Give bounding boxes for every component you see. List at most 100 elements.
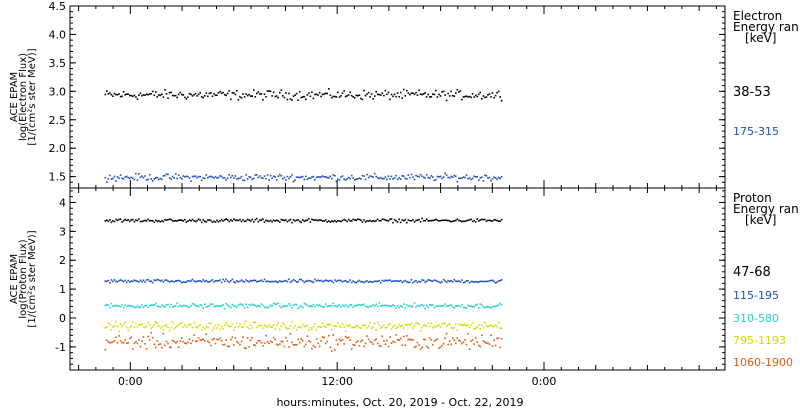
- data-point: [136, 342, 139, 345]
- data-point: [323, 306, 325, 308]
- data-point: [251, 178, 253, 181]
- data-point: [403, 335, 405, 338]
- data-point: [239, 343, 241, 346]
- data-point: [118, 279, 120, 282]
- data-point: [204, 280, 206, 283]
- data-point: [500, 337, 503, 340]
- data-point: [194, 326, 197, 329]
- data-point: [171, 220, 174, 222]
- data-point: [308, 329, 310, 331]
- data-point: [349, 339, 351, 341]
- data-point: [476, 95, 478, 98]
- data-point: [315, 93, 318, 95]
- data-point: [375, 219, 377, 222]
- data-point: [320, 305, 322, 307]
- data-point: [366, 280, 368, 282]
- data-point: [207, 281, 209, 283]
- data-point: [410, 322, 413, 325]
- data-point: [106, 303, 108, 306]
- data-point: [369, 219, 371, 222]
- data-point: [376, 342, 379, 345]
- data-point: [256, 326, 258, 329]
- data-point: [253, 279, 255, 282]
- data-point: [347, 306, 350, 308]
- data-point: [350, 94, 353, 97]
- data-point: [436, 280, 439, 283]
- data-point: [156, 278, 159, 281]
- data-point: [387, 220, 390, 222]
- data-point: [207, 95, 209, 98]
- data-point: [485, 175, 488, 177]
- data-point: [372, 304, 374, 306]
- data-point: [226, 345, 229, 347]
- data-point: [282, 305, 284, 308]
- data-point: [211, 338, 214, 341]
- data-point: [291, 306, 293, 309]
- data-point: [360, 178, 362, 180]
- data-point: [485, 306, 488, 308]
- data-point: [216, 177, 218, 179]
- data-point: [187, 96, 189, 98]
- data-point: [357, 325, 359, 327]
- data-point: [323, 93, 325, 95]
- data-point: [196, 95, 198, 97]
- data-point: [432, 327, 434, 329]
- data-point: [347, 94, 350, 96]
- data-point: [442, 176, 445, 178]
- data-point: [150, 327, 152, 330]
- data-point: [197, 337, 200, 339]
- data-point: [429, 304, 431, 306]
- data-point: [197, 280, 200, 282]
- data-point: [318, 219, 321, 221]
- data-point: [239, 96, 241, 98]
- data-point: [239, 280, 241, 283]
- data-point: [473, 96, 475, 98]
- data-point: [222, 278, 224, 281]
- data-point: [461, 304, 463, 306]
- data-point: [234, 93, 237, 96]
- data-point: [288, 302, 290, 305]
- data-point: [326, 176, 328, 179]
- data-point: [370, 341, 373, 344]
- data-point: [323, 220, 325, 222]
- data-point: [418, 344, 420, 346]
- data-point: [292, 304, 295, 306]
- data-point: [185, 175, 188, 178]
- data-point: [145, 279, 148, 281]
- data-point: [308, 218, 310, 220]
- data-point: [237, 342, 240, 344]
- data-point: [320, 279, 322, 282]
- data-point: [118, 93, 120, 95]
- data-point: [286, 220, 289, 223]
- data-point: [199, 339, 201, 341]
- data-point: [494, 219, 497, 221]
- data-point: [199, 280, 201, 282]
- data-point: [245, 279, 247, 281]
- data-point: [294, 325, 296, 327]
- data-point: [367, 91, 370, 94]
- data-point: [153, 303, 156, 306]
- data-point: [165, 304, 168, 306]
- data-point: [354, 344, 356, 346]
- data-point: [256, 174, 258, 176]
- data-point: [277, 281, 279, 284]
- data-point: [347, 336, 350, 339]
- data-point: [441, 177, 443, 180]
- data-point: [165, 340, 168, 343]
- data-point: [406, 324, 408, 327]
- data-point: [334, 349, 336, 351]
- data-point: [383, 304, 385, 307]
- data-point: [251, 280, 253, 282]
- data-point: [112, 326, 114, 328]
- data-point: [393, 341, 396, 343]
- data-point: [320, 340, 322, 342]
- data-point: [422, 338, 425, 341]
- data-point: [246, 94, 249, 97]
- data-point: [328, 88, 330, 90]
- data-point: [372, 176, 374, 178]
- data-point: [433, 219, 436, 221]
- data-point: [357, 340, 359, 343]
- data-point: [432, 176, 434, 178]
- data-point: [361, 221, 364, 223]
- data-point: [292, 95, 295, 97]
